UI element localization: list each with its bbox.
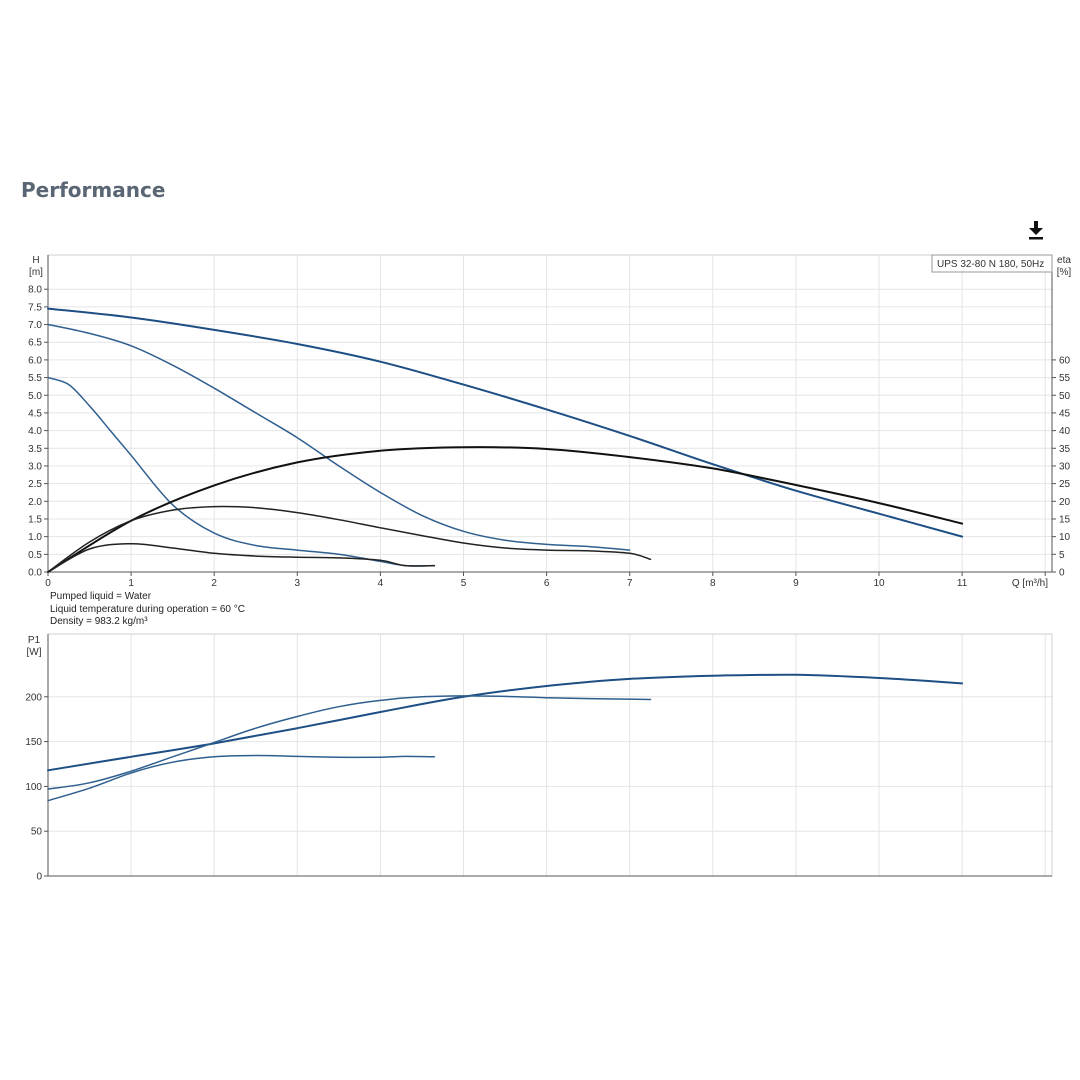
y-axis-label-unit: [m] — [29, 267, 43, 278]
x-axis-label: Q [m³/h] — [1012, 578, 1048, 589]
y-tick-label: 3.5 — [28, 444, 42, 455]
power-y-axis-label: P1 — [28, 635, 41, 646]
x-tick-label: 7 — [627, 578, 633, 589]
pumped-liquid-conditions: Pumped liquid = Water Liquid temperature… — [50, 591, 245, 629]
y-tick-label: 6.0 — [28, 355, 42, 366]
efficiency-curve-6 — [47, 542, 436, 573]
x-tick-label: 0 — [45, 578, 51, 589]
power-curve-1 — [47, 673, 964, 772]
y2-tick-label: 0 — [1059, 568, 1065, 579]
y2-tick-label: 10 — [1059, 532, 1071, 543]
y2-axis-label-eta: eta — [1057, 255, 1071, 266]
y-tick-label: 2.5 — [28, 479, 42, 490]
y-tick-label: 1.5 — [28, 514, 42, 525]
power-y-tick-label: 200 — [25, 692, 42, 703]
page-title: Performance — [21, 178, 166, 202]
x-tick-label: 11 — [957, 578, 968, 589]
x-tick-label: 2 — [211, 578, 217, 589]
y-tick-label: 0.0 — [28, 568, 42, 579]
y2-tick-label: 60 — [1059, 355, 1071, 366]
y-tick-label: 5.5 — [28, 373, 42, 384]
x-tick-label: 10 — [873, 578, 885, 589]
download-icon[interactable] — [1026, 219, 1046, 241]
y-tick-label: 0.5 — [28, 550, 42, 561]
y-tick-label: 3.0 — [28, 461, 42, 472]
y-tick-label: 5.0 — [28, 391, 42, 402]
power-plot-frame — [47, 633, 1053, 877]
x-tick-label: 5 — [461, 578, 467, 589]
y2-tick-label: 40 — [1059, 426, 1071, 437]
x-tick-label: 4 — [378, 578, 384, 589]
power-y-tick-label: 100 — [25, 782, 42, 793]
condition-pumped-liquid: Pumped liquid = Water — [50, 591, 152, 602]
efficiency-curve-4 — [47, 446, 964, 573]
y2-tick-label: 50 — [1059, 391, 1071, 402]
head-curve-3 — [47, 376, 436, 567]
legend-box — [931, 254, 1053, 273]
y-axis-label-h: H — [32, 255, 39, 266]
y-tick-label: 8.0 — [28, 285, 42, 296]
y2-tick-label: 45 — [1059, 408, 1071, 419]
download-arrow-icon — [1029, 221, 1043, 240]
x-tick-label: 9 — [793, 578, 799, 589]
y-tick-label: 4.0 — [28, 426, 42, 437]
y-tick-label: 1.0 — [28, 532, 42, 543]
power-y-tick-label: 50 — [31, 827, 43, 838]
condition-liquid-temperature: Liquid temperature during operation = 60… — [50, 603, 245, 615]
x-tick-label: 6 — [544, 578, 550, 589]
power-y-tick-label: 150 — [25, 737, 42, 748]
head-curve-2 — [47, 323, 631, 551]
y-tick-label: 4.5 — [28, 408, 42, 419]
y2-tick-label: 20 — [1059, 497, 1071, 508]
legend-text: UPS 32-80 N 180, 50Hz — [937, 259, 1044, 270]
y-tick-label: 6.5 — [28, 338, 42, 349]
y2-tick-label: 55 — [1059, 373, 1071, 384]
y-tick-label: 7.5 — [28, 302, 42, 313]
head-curve-1 — [47, 307, 964, 538]
y-tick-label: 2.0 — [28, 497, 42, 508]
power-y-tick-label: 0 — [36, 872, 42, 883]
y2-tick-label: 5 — [1059, 550, 1065, 561]
y2-tick-label: 35 — [1059, 444, 1071, 455]
y2-tick-label: 15 — [1059, 514, 1071, 525]
x-tick-label: 8 — [710, 578, 716, 589]
condition-density: Density = 983.2 kg/m³ — [50, 616, 148, 627]
y2-tick-label: 30 — [1059, 461, 1071, 472]
efficiency-curve-5 — [47, 505, 652, 573]
power-y-axis-unit: [W] — [27, 647, 42, 658]
y2-tick-label: 25 — [1059, 479, 1071, 490]
power-curve-3 — [47, 754, 436, 802]
x-tick-label: 3 — [295, 578, 301, 589]
y-tick-label: 7.0 — [28, 320, 42, 331]
x-tick-label: 1 — [128, 578, 134, 589]
y2-axis-label-unit: [%] — [1057, 267, 1072, 278]
power-curve-2 — [47, 695, 652, 790]
